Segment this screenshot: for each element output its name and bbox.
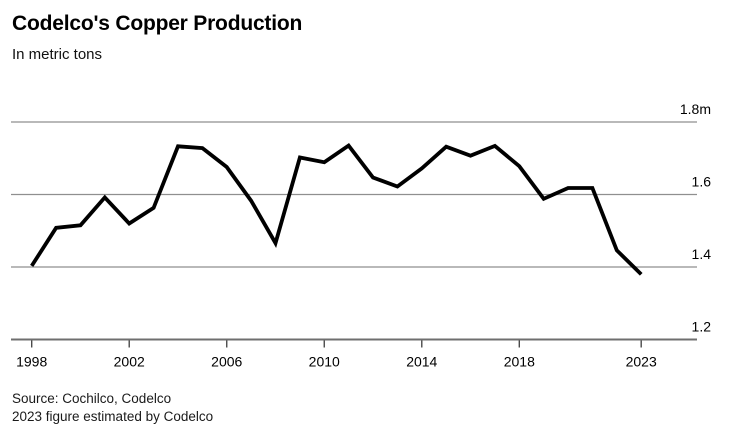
chart-title: Codelco's Copper Production [12,12,303,35]
footnote-text: 2023 figure estimated by Codelco [12,408,214,424]
production-line [30,143,643,276]
x-axis-label: 2023 [626,354,657,370]
x-axis-label: 2002 [114,354,145,370]
source-text: Source: Cochilco, Codelco [12,391,172,406]
y-axis-label: 1.6 [692,174,712,190]
x-axis-label: 2010 [309,354,340,370]
y-axis-label: 1.2 [692,319,712,335]
x-axis-label: 2006 [211,354,242,370]
x-axis-label: 1998 [16,354,47,370]
chart-subtitle: In metric tons [12,46,103,63]
x-axis-label: 2014 [406,354,437,370]
chart-footer: Source: Cochilco, Codelco 2023 figure es… [12,390,213,425]
y-axis-label: 1.4 [692,246,712,262]
x-axis-label: 2018 [504,354,535,370]
y-axis-label: 1.8m [680,101,711,117]
